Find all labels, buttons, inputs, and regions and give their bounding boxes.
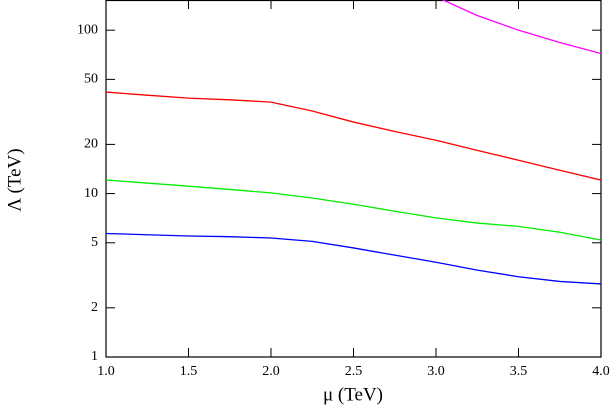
y-axis-title: Λ (TeV) (4, 148, 25, 211)
y-tick-label: 100 (77, 22, 98, 37)
y-tick-label: 2 (91, 300, 98, 315)
plot-frame (105, 0, 602, 358)
x-tick-label: 3.5 (510, 364, 528, 379)
y-tick-label: 5 (91, 235, 98, 250)
x-tick-label: 2.5 (345, 364, 363, 379)
x-tick-label: 2.0 (262, 364, 280, 379)
x-tick-label: 4.0 (592, 364, 610, 379)
x-tick-label: 1.5 (180, 364, 198, 379)
plot-lines (106, 0, 601, 285)
y-tick-label: 20 (84, 137, 98, 152)
y-tick-label: 50 (84, 72, 98, 87)
y-tick-label: 10 (84, 186, 98, 201)
series-line (106, 91, 601, 181)
series-line (441, 0, 601, 55)
series-line (106, 179, 601, 241)
x-tick-label: 3.0 (427, 364, 445, 379)
x-tick-label: 1.0 (97, 364, 115, 379)
y-tick-label: 1 (91, 349, 98, 364)
series-line (106, 232, 601, 285)
x-axis-title: μ (TeV) (323, 384, 383, 405)
